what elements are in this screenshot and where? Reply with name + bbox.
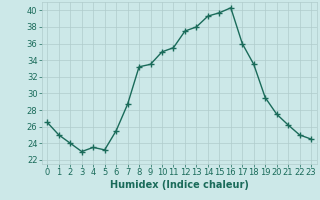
X-axis label: Humidex (Indice chaleur): Humidex (Indice chaleur)	[110, 180, 249, 190]
